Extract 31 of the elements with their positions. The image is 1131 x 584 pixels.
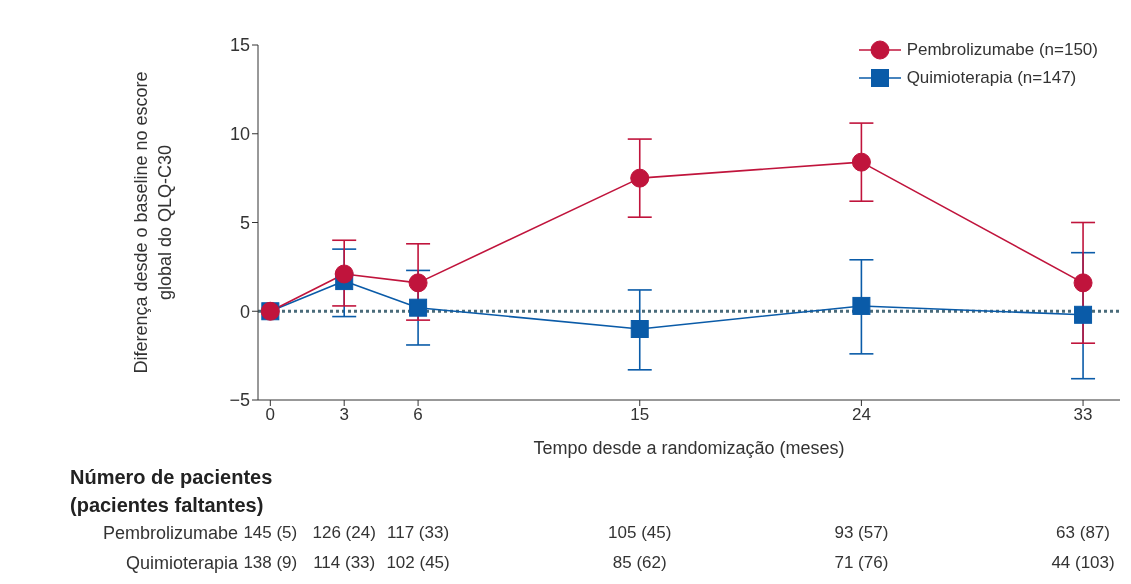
text: (pacientes faltantes) xyxy=(70,493,265,518)
y-tick-label: −5 xyxy=(229,390,250,411)
text: Pembrolizumabe xyxy=(102,523,238,544)
text: 85 (62) xyxy=(611,553,668,573)
text: 126 (24) xyxy=(312,523,376,542)
text: 63 (87) xyxy=(1055,523,1111,543)
y-tick-label: 15 xyxy=(229,35,250,56)
text: Quimioterapia xyxy=(125,553,238,574)
legend-label: Quimioterapia (n=147) xyxy=(906,68,1077,88)
text: 71 (76) xyxy=(833,553,890,573)
text: 117 (33) xyxy=(387,523,450,542)
text: 145 (5) xyxy=(243,523,298,542)
x-tick-label: 24 xyxy=(851,405,871,425)
text: 102 (45) xyxy=(386,553,450,572)
x-tick-label: 0 xyxy=(265,405,276,425)
text: 114 (33) xyxy=(313,553,376,572)
x-tick-label: 6 xyxy=(413,405,423,425)
legend-label: Pembrolizumabe (n=150) xyxy=(906,40,1098,60)
x-tick-label: 33 xyxy=(1073,405,1093,425)
text: 44 (103) xyxy=(1050,553,1116,573)
x-tick-label: 3 xyxy=(339,405,349,425)
text: 105 (45) xyxy=(607,523,673,543)
text: Número de pacientes xyxy=(70,465,273,490)
x-tick-label: 15 xyxy=(630,405,650,425)
text: 138 (9) xyxy=(243,553,298,572)
y-axis-title: Diferença desde o baseline no escore global do QLQ-C30 xyxy=(131,71,175,374)
text: 93 (57) xyxy=(833,523,890,543)
x-axis-title: Tempo desde a randomização (meses) xyxy=(533,438,845,458)
y-tick-label: 0 xyxy=(239,301,250,322)
y-tick-label: 5 xyxy=(239,212,250,233)
y-tick-label: 10 xyxy=(229,124,250,145)
